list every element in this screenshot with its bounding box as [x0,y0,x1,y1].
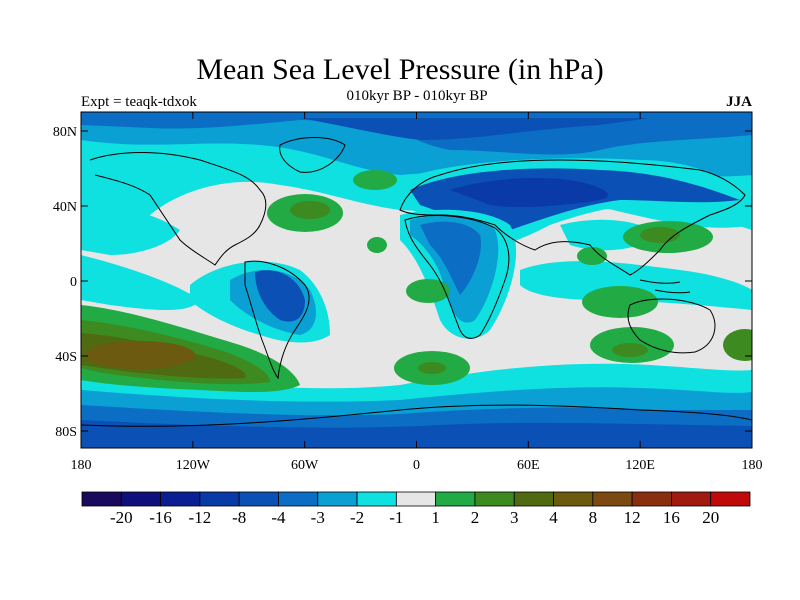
coast-europe-asia [399,159,746,276]
colorbar-label: 1 [431,508,440,527]
west-pacific-high-core [640,227,680,243]
colorbar-label: -2 [350,508,364,527]
samerica-blue [255,270,305,322]
colorbar-label: 2 [471,508,480,527]
lat-tick-label: 80N [53,125,77,140]
pacific-cyan-2 [81,255,200,310]
colorbar-label: 12 [624,508,641,527]
atlantic-high-small [367,237,387,253]
lon-tick-label: 180 [71,458,92,473]
australia-high-core [612,343,648,357]
colorbar-label: 8 [589,508,598,527]
colorbar-swatch [395,491,437,507]
coast-antarctica [81,404,752,427]
colorbar-label: -20 [110,508,133,527]
colorbar-label: 16 [663,508,680,527]
colorbar-label: 20 [702,508,719,527]
colorbar-swatch [631,491,672,507]
lon-tick-label: 60E [517,458,540,473]
lon-tick-label: 180 [742,458,763,473]
colorbar-label: -16 [149,508,172,527]
colorbar-label: -1 [389,508,403,527]
colorbar-swatch [356,491,397,507]
colorbar-swatch [513,491,554,507]
period-label: 010kyr BP - 010kyr BP [346,88,488,104]
indian-high [582,286,658,318]
lat-tick-label: 40S [55,350,77,365]
colorbar-swatch [553,491,594,507]
colorbar-label: -12 [189,508,212,527]
south-atlantic-high-core [418,362,446,374]
lat-tick-label: 0 [70,275,77,290]
season-label: JJA [726,94,752,110]
colorbar-swatch [160,491,201,507]
north-atlantic-high-core [290,201,330,219]
arabian-high [577,247,607,265]
pressure-field [81,112,752,448]
lon-tick-label: 120W [176,458,211,473]
colorbar-label: -8 [232,508,246,527]
colorbar-swatch [199,491,240,507]
colorbar-swatch [238,491,279,507]
lat-tick-label: 80S [55,425,77,440]
colorbar-swatch [474,491,515,507]
tasman-high [723,329,752,361]
coast-north-america [89,152,267,266]
eurasia-darkblue [450,178,609,208]
coast-south-america [244,260,310,380]
lon-tick-label: 120E [625,458,655,473]
colorbar-label: -3 [311,508,325,527]
colorbar-swatch [278,491,319,507]
colorbar-swatch [592,491,633,507]
southern-blue [81,420,752,448]
colorbar: -20 -16 -12 -8 -4 -3 -2 -1 1 2 3 4 8 12 16 20 [81,491,751,527]
coastlines [81,137,752,427]
axis-ticks: 80N 40N 0 40S 80S 180 120W 60W 0 60E 120E 180 [53,112,763,473]
lat-tick-label: 40N [53,200,77,215]
colorbar-label: 3 [510,508,519,527]
lon-tick-label: 0 [413,458,420,473]
arctic-blue [300,118,650,140]
coast-africa [404,215,510,339]
chart-title: Mean Sea Level Pressure (in hPa) [196,53,604,86]
colorbar-swatch [317,491,358,507]
colorbar-swatch [671,491,712,507]
greenland-high [353,170,397,190]
coast-australia [627,298,716,354]
colorbar-swatch [435,491,476,507]
africa-midblue [420,221,481,295]
coast-greenland [279,137,346,173]
experiment-label: Expt = teaqk-tdxok [81,94,197,110]
indian-cyan [520,261,752,310]
coast-indonesia [639,279,691,294]
colorbar-swatch [710,491,751,507]
lon-tick-label: 60W [291,458,319,473]
south-pacific-high-core [85,341,195,369]
colorbar-swatch [81,491,122,507]
colorbar-label: -4 [271,508,286,527]
colorbar-label: 4 [549,508,558,527]
pacific-cyan [81,200,180,255]
africa-west-high [406,279,450,303]
colorbar-swatch [120,491,161,507]
